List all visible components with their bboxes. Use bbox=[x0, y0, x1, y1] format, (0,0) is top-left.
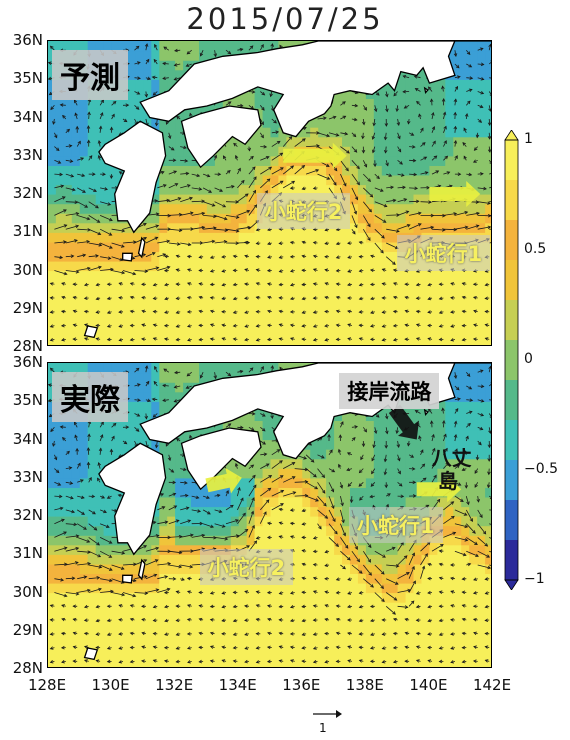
y-tick-bottom-0: 36N bbox=[12, 353, 43, 371]
colorbar-segment-10 bbox=[505, 540, 518, 581]
y-tick-top-0: 36N bbox=[12, 31, 43, 49]
y-tick-top-1: 35N bbox=[12, 69, 43, 88]
colorbar-segment-1 bbox=[505, 180, 518, 221]
panel-label-observed: 実際 bbox=[52, 372, 128, 422]
x-tick-5: 138E bbox=[345, 676, 384, 694]
vector-scale-label: 1 bbox=[319, 721, 327, 735]
y-tick-bottom-3: 33N bbox=[12, 467, 43, 486]
x-tick-1: 130E bbox=[91, 676, 130, 694]
y-tick-top-7: 29N bbox=[12, 298, 43, 317]
annotation-arrow-1 bbox=[416, 476, 462, 503]
y-tick-bottom-1: 35N bbox=[12, 391, 43, 410]
x-tick-0: 128E bbox=[27, 676, 67, 694]
y-tick-bottom-4: 32N bbox=[12, 506, 43, 524]
y-tick-top-5: 31N bbox=[12, 222, 43, 241]
y-tick-top-3: 33N bbox=[12, 145, 43, 164]
chart-title: 2015/07/25 bbox=[186, 2, 384, 36]
colorbar-segment-9 bbox=[505, 500, 518, 541]
colorbar-segment-4 bbox=[505, 300, 518, 341]
x-tick-4: 136E bbox=[282, 676, 321, 694]
annotation-arrow-0 bbox=[205, 468, 242, 494]
annotation-arrow-2 bbox=[388, 404, 420, 440]
colorbar-segment-6 bbox=[505, 380, 518, 421]
annotation-bottom-0: 小蛇行2 bbox=[199, 549, 294, 586]
map-forecast bbox=[48, 41, 491, 345]
colorbar-segment-5 bbox=[505, 340, 518, 381]
colorbar-tick-2: 0 bbox=[524, 351, 533, 367]
x-tick-3: 134E bbox=[218, 676, 257, 694]
colorbar-tick-4: −1 bbox=[524, 571, 545, 587]
annotation-top-1: 小蛇行1 bbox=[396, 235, 491, 272]
colorbar bbox=[504, 130, 519, 590]
annotation-arrow-1 bbox=[429, 181, 481, 207]
y-tick-bottom-7: 29N bbox=[12, 620, 43, 639]
colorbar-segment-8 bbox=[505, 460, 518, 501]
colorbar-segment-3 bbox=[505, 260, 518, 301]
colorbar-tick-3: −0.5 bbox=[524, 461, 558, 477]
panel-label-forecast: 予測 bbox=[52, 50, 128, 100]
y-tick-top-2: 34N bbox=[12, 107, 43, 126]
annotation-bottom-1: 小蛇行1 bbox=[348, 507, 443, 544]
x-tick-6: 140E bbox=[409, 676, 448, 694]
y-tick-bottom-8: 28N bbox=[12, 659, 43, 677]
colorbar-tick-0: 1 bbox=[524, 131, 533, 147]
annotation-bottom-4: 島 bbox=[437, 469, 458, 494]
colorbar-top-cap bbox=[504, 130, 519, 141]
y-tick-bottom-5: 31N bbox=[12, 544, 43, 563]
y-tick-top-6: 30N bbox=[12, 260, 43, 279]
colorbar-segment-7 bbox=[505, 420, 518, 461]
annotation-top-0: 小蛇行2 bbox=[256, 193, 351, 229]
y-tick-bottom-6: 30N bbox=[12, 582, 43, 601]
x-tick-7: 142E bbox=[472, 676, 512, 694]
annotation-arrow-0 bbox=[283, 142, 347, 169]
annotation-bottom-2: 接岸流路 bbox=[339, 373, 440, 410]
x-tick-2: 132E bbox=[155, 676, 194, 694]
vector-scale-arrow bbox=[313, 710, 342, 718]
panel-forecast bbox=[47, 40, 492, 346]
annotation-bottom-3: 八丈 bbox=[431, 446, 472, 471]
y-tick-bottom-2: 34N bbox=[12, 429, 43, 448]
colorbar-tick-1: 0.5 bbox=[524, 241, 547, 257]
y-tick-top-8: 28N bbox=[12, 337, 43, 355]
land bbox=[83, 41, 491, 339]
colorbar-segment-0 bbox=[505, 140, 518, 181]
y-tick-top-4: 32N bbox=[12, 184, 43, 202]
colorbar-bottom-cap bbox=[504, 579, 519, 590]
colorbar-segment-2 bbox=[505, 220, 518, 261]
